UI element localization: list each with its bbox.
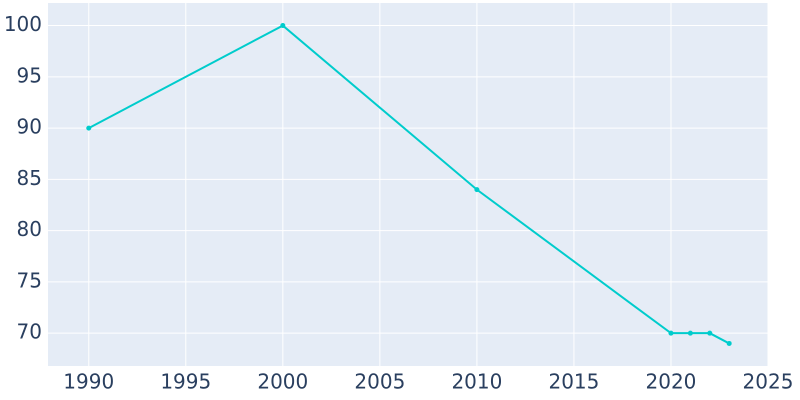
y-tick-label: 95 xyxy=(17,63,42,87)
y-tick-label: 85 xyxy=(17,166,42,190)
point xyxy=(707,330,713,336)
point xyxy=(668,330,674,336)
y-tick-label: 75 xyxy=(17,268,42,292)
point xyxy=(86,125,92,131)
x-tick-label: 2005 xyxy=(354,370,405,394)
y-tick-label: 70 xyxy=(17,320,42,344)
x-tick-label: 1990 xyxy=(63,370,114,394)
x-tick-label: 2010 xyxy=(451,370,502,394)
x-tick-label: 2000 xyxy=(257,370,308,394)
x-tick-label: 2015 xyxy=(548,370,599,394)
x-tick-label: 2020 xyxy=(646,370,697,394)
y-tick-label: 100 xyxy=(4,12,42,36)
y-tick-label: 80 xyxy=(17,217,42,241)
plot-area xyxy=(48,3,768,366)
point xyxy=(280,23,286,29)
x-tick-label: 2025 xyxy=(743,370,794,394)
y-tick-label: 90 xyxy=(17,115,42,139)
x-tick-label: 1995 xyxy=(160,370,211,394)
point xyxy=(687,330,693,336)
point xyxy=(474,187,480,193)
point xyxy=(726,340,732,346)
